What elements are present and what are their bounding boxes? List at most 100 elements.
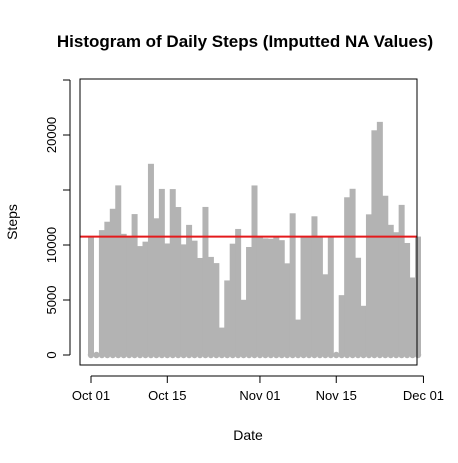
bar-2012-11-29 [409,277,416,355]
bar-2012-10-08 [126,236,133,355]
bar-2012-11-25 [387,224,394,355]
bar-2012-10-09 [131,214,138,355]
baseline-dot [185,351,193,359]
bar-2012-11-28 [404,242,411,355]
bar-2012-10-12 [147,163,154,355]
baseline-dot [338,351,345,359]
y-tick-label: 5000 [44,286,59,315]
baseline-dot [376,351,384,359]
baseline-dot [333,351,340,359]
baseline-dot [115,351,122,359]
bar-2012-10-18 [180,244,187,355]
bars-group [88,121,421,356]
baseline-dot [229,351,236,359]
baseline-dot [245,351,253,359]
x-tick-label: Nov 01 [239,388,280,403]
bar-2012-10-31 [251,185,258,355]
bar-2012-11-20 [360,305,367,355]
baseline-dot [409,351,416,359]
baseline-dot [164,351,171,359]
baseline-dot [93,351,100,359]
bar-2012-10-20 [191,240,198,355]
x-axis: Oct 01 Oct 15 Nov 01 Nov 15 Dec 01 [72,375,444,403]
bar-2012-11-24 [382,195,389,355]
bar-2012-10-25 [218,327,225,355]
bar-2012-11-30 [415,236,421,355]
bar-2012-11-16 [338,295,345,355]
baseline-dot [207,351,215,359]
baseline-dot [147,351,155,359]
baseline-dot [251,351,258,359]
bar-2012-11-23 [376,121,383,356]
bar-2012-11-27 [398,204,405,355]
bar-2012-11-01 [256,236,263,355]
x-tick-label: Dec 01 [403,388,444,403]
y-axis: 0 5000 10000 20000 [44,79,71,359]
bar-2012-11-06 [284,263,291,355]
bar-2012-11-10 [306,236,312,355]
bar-2012-10-01 [88,236,94,355]
bar-2012-11-22 [371,130,378,355]
bar-2012-11-14 [327,236,334,355]
bar-2012-10-26 [224,280,231,355]
baseline-dot [322,351,329,359]
bar-2012-10-24 [213,263,220,355]
bar-2012-10-27 [229,243,236,355]
baseline-dot [371,351,378,359]
baseline-dot [365,351,373,359]
baseline-dot [349,351,356,359]
baseline-dot [393,351,400,359]
bar-2012-10-13 [153,218,160,355]
baseline-dot [403,351,411,359]
bar-2012-11-19 [355,257,362,355]
bar-2012-10-19 [186,224,193,355]
x-tick-label: Oct 01 [72,388,110,403]
baseline-dot [289,351,296,359]
bar-2012-11-12 [316,236,323,355]
bar-2012-11-09 [300,236,307,355]
baseline-dot [414,351,422,359]
bar-2012-11-17 [344,197,351,355]
x-tick-label: Oct 15 [148,388,186,403]
baseline-dot [224,351,231,359]
baseline-dot [98,351,106,359]
bar-2012-11-18 [349,188,356,355]
baseline-dot [158,351,166,359]
bar-2012-10-05 [109,208,116,355]
bar-2012-11-26 [393,232,400,355]
baseline-dot [196,351,204,359]
bar-2012-10-11 [142,241,149,355]
baseline-dot [104,351,111,359]
baseline-dot [316,351,324,359]
baseline-dot [131,351,138,359]
baseline-dot [109,351,117,359]
bar-2012-10-06 [115,185,122,355]
baseline-dot [354,351,362,359]
bar-2012-10-07 [120,233,127,355]
chart-title: Histogram of Daily Steps (Imputted NA Va… [57,32,433,51]
bar-2012-11-21 [365,214,372,355]
bar-2012-11-04 [273,236,280,355]
bar-2012-11-08 [295,319,302,355]
zero-dots-group [87,351,422,359]
baseline-dot [273,351,280,359]
bar-2012-11-05 [278,240,285,355]
baseline-dot [213,351,220,359]
baseline-dot [136,351,144,359]
baseline-dot [278,351,285,359]
baseline-dot [343,351,351,359]
baseline-dot [387,351,394,359]
baseline-dot [262,351,269,359]
bar-2012-10-10 [137,246,144,355]
bar-2012-10-03 [98,230,105,355]
baseline-dot [305,351,313,359]
baseline-dot [234,351,242,359]
bar-2012-11-02 [262,238,269,355]
baseline-dot [327,351,334,359]
baseline-dot [300,351,307,359]
x-axis-label: Date [233,427,263,443]
baseline-dot [142,351,149,359]
bar-2012-10-22 [202,206,209,355]
baseline-dot [202,351,209,359]
